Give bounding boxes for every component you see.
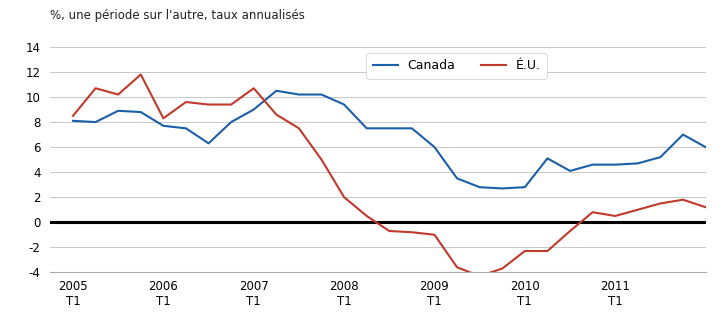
Canada	[385, 126, 394, 130]
É.U.	[91, 86, 100, 90]
É.U.	[227, 103, 235, 106]
É.U.	[385, 229, 394, 233]
Canada	[430, 145, 438, 149]
É.U.	[611, 214, 619, 218]
Canada	[91, 120, 100, 124]
Canada	[68, 119, 77, 123]
Canada	[679, 133, 688, 136]
É.U.	[634, 208, 642, 212]
Canada	[204, 141, 213, 145]
É.U.	[453, 265, 462, 269]
Canada	[543, 156, 552, 160]
É.U.	[362, 214, 371, 218]
Canada	[634, 162, 642, 165]
É.U.	[656, 202, 665, 205]
Canada	[137, 110, 145, 114]
Canada	[159, 124, 168, 128]
Canada	[588, 163, 597, 167]
É.U.	[114, 93, 122, 96]
Canada	[249, 108, 258, 111]
É.U.	[204, 103, 213, 106]
Canada	[181, 126, 190, 130]
Line: Canada: Canada	[73, 91, 720, 188]
É.U.	[588, 210, 597, 214]
É.U.	[521, 249, 529, 253]
Canada	[318, 93, 326, 96]
Canada	[656, 155, 665, 159]
Canada	[566, 169, 575, 173]
Canada	[408, 126, 416, 130]
Canada	[701, 145, 710, 149]
É.U.	[543, 249, 552, 253]
É.U.	[475, 274, 484, 278]
É.U.	[159, 116, 168, 120]
Canada	[611, 163, 619, 167]
É.U.	[137, 73, 145, 76]
Canada	[453, 177, 462, 180]
É.U.	[318, 158, 326, 162]
É.U.	[408, 230, 416, 234]
É.U.	[181, 100, 190, 104]
Canada	[362, 126, 371, 130]
Canada	[340, 103, 348, 106]
É.U.	[498, 267, 507, 270]
É.U.	[294, 126, 303, 130]
É.U.	[272, 113, 281, 116]
É.U.	[679, 198, 688, 202]
Canada	[227, 120, 235, 124]
Text: %, une période sur l'autre, taux annualisés: %, une période sur l'autre, taux annuali…	[50, 9, 305, 23]
É.U.	[340, 195, 348, 199]
Canada	[498, 187, 507, 190]
Legend: Canada, É.U.: Canada, É.U.	[366, 53, 546, 79]
É.U.	[430, 233, 438, 237]
É.U.	[701, 205, 710, 209]
Canada	[114, 109, 122, 113]
Canada	[475, 185, 484, 189]
É.U.	[566, 229, 575, 233]
É.U.	[249, 86, 258, 90]
É.U.	[68, 114, 77, 118]
Canada	[272, 89, 281, 93]
Canada	[294, 93, 303, 96]
Canada	[521, 185, 529, 189]
Line: É.U.: É.U.	[73, 74, 720, 276]
